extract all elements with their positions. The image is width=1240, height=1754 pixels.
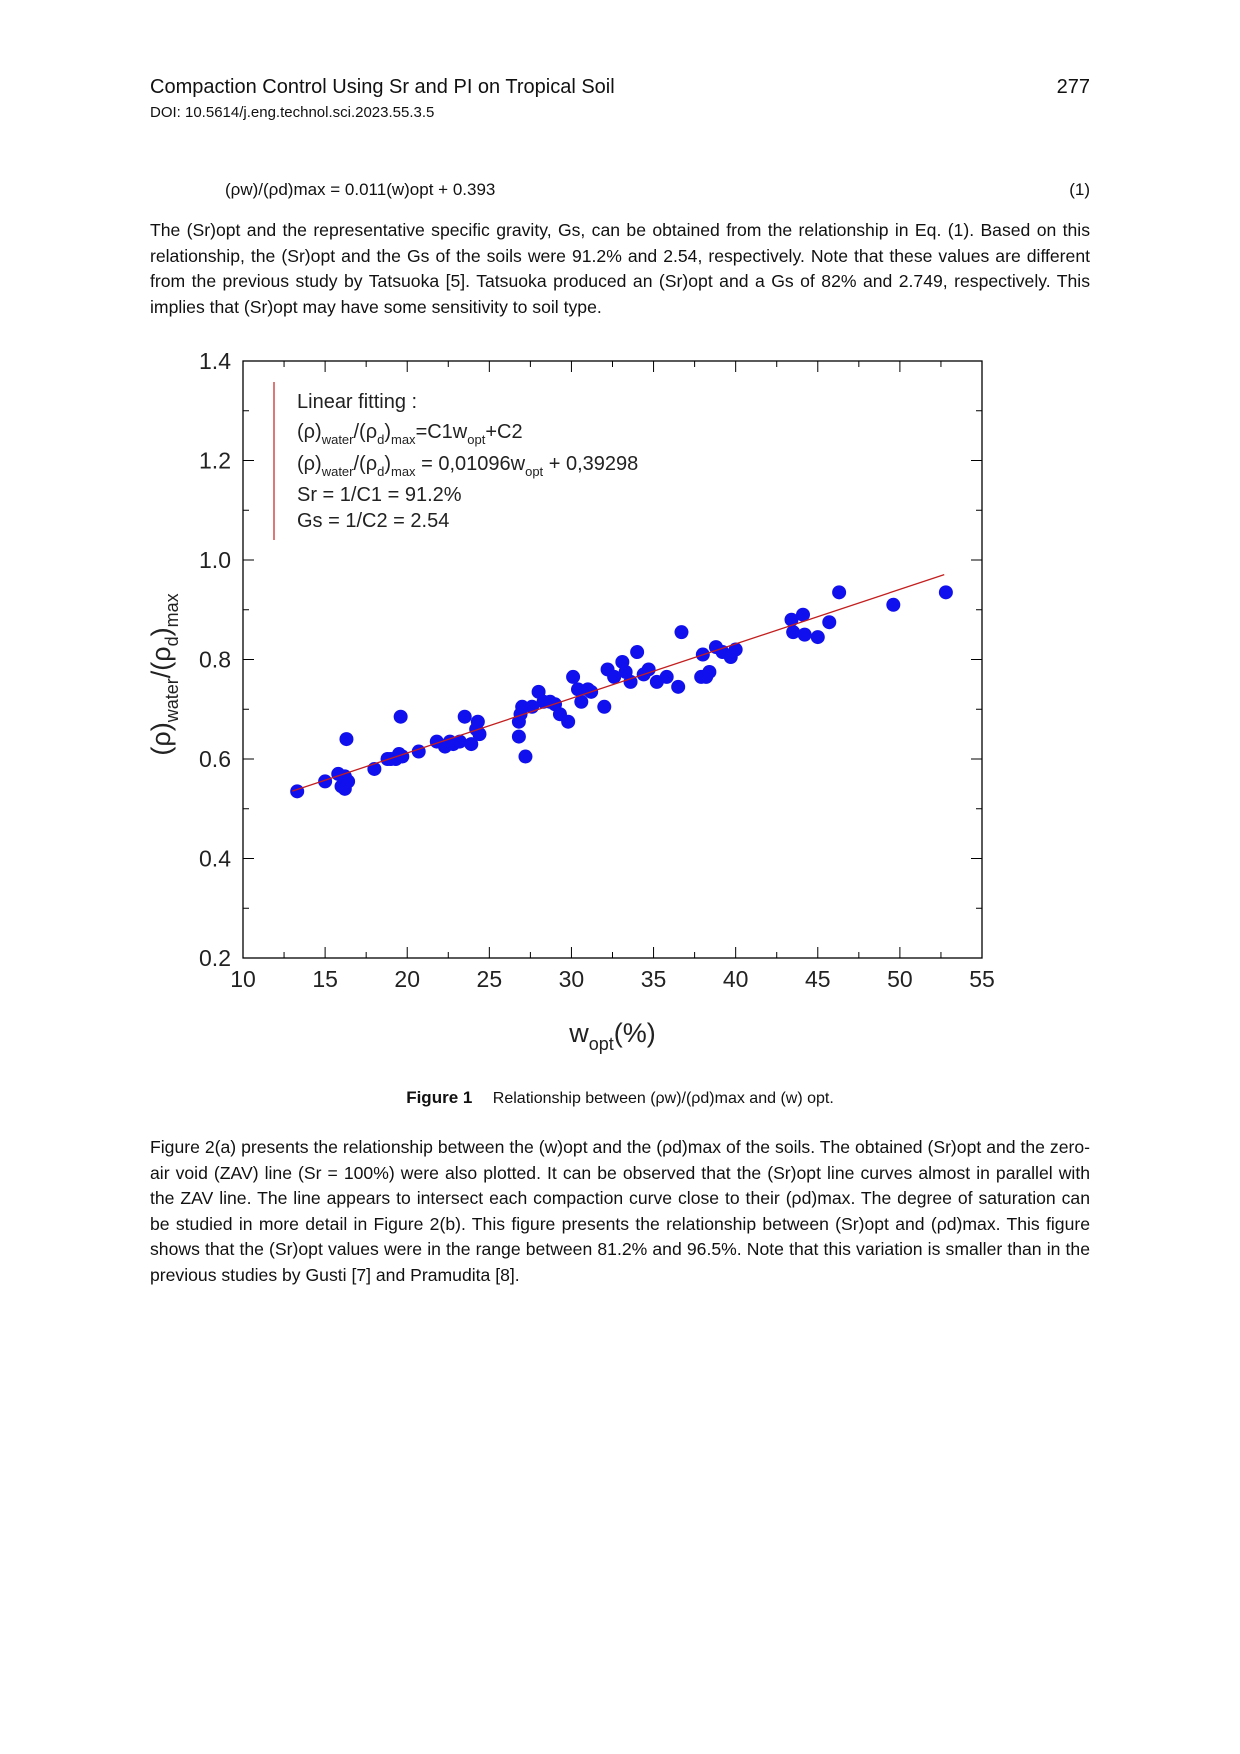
data-point — [411, 744, 426, 759]
y-tick-label: 1.2 — [199, 448, 231, 474]
data-point — [810, 630, 825, 645]
x-tick-label: 25 — [477, 966, 503, 992]
data-point — [290, 784, 305, 799]
data-point — [728, 642, 743, 657]
x-tick-label: 40 — [723, 966, 749, 992]
x-tick-label: 50 — [887, 966, 913, 992]
x-tick-label: 35 — [641, 966, 667, 992]
y-tick-label: 0.2 — [199, 945, 231, 971]
data-point — [674, 625, 689, 640]
x-tick-label: 45 — [805, 966, 831, 992]
data-point — [659, 669, 674, 684]
data-point — [452, 734, 467, 749]
data-point — [832, 585, 847, 600]
annotation-line: Linear fitting : — [297, 391, 417, 413]
figure-1: 10 15 20 25 30 35 40 45 50 55 0.2 0.4 0.6 0.8 1.0 1.2 1.… — [140, 340, 1020, 1060]
y-tick-label: 1.0 — [199, 547, 231, 573]
data-point — [393, 709, 408, 724]
data-point — [561, 714, 576, 729]
data-point — [470, 714, 485, 729]
data-point — [786, 625, 801, 640]
data-point — [464, 737, 479, 752]
data-point — [339, 732, 354, 747]
y-tick-label: 0.8 — [199, 647, 231, 673]
equation-number: (1) — [1069, 180, 1090, 199]
annotation-line: Sr = 1/C1 = 91.2% — [297, 484, 462, 506]
data-point — [630, 645, 645, 660]
data-point — [511, 729, 526, 744]
y-tick-label: 0.4 — [199, 846, 231, 872]
data-point — [515, 699, 530, 714]
data-point — [574, 694, 589, 709]
fit-line — [292, 574, 945, 792]
x-tick-label: 15 — [312, 966, 338, 992]
data-point — [566, 669, 581, 684]
annotation-line: (ρ)water/(ρd)max = 0,01096wopt + 0,39298 — [297, 453, 638, 479]
annotation-line: Gs = 1/C2 = 2.54 — [297, 510, 449, 532]
plot-frame — [242, 360, 983, 959]
data-point — [702, 664, 717, 679]
figure-caption: Figure 1 Relationship between (ρw)/(ρd)m… — [0, 1088, 1240, 1108]
x-axis-title: wopt(%) — [568, 1018, 656, 1054]
data-point — [671, 679, 686, 694]
page-number: 277 — [1056, 76, 1090, 98]
data-point — [641, 662, 656, 677]
data-point — [797, 627, 812, 642]
data-point — [938, 585, 953, 600]
data-point — [822, 615, 837, 630]
data-point — [623, 674, 638, 689]
data-point — [518, 749, 533, 764]
data-point — [318, 774, 333, 789]
data-point — [784, 612, 799, 627]
data-point — [337, 781, 352, 796]
paragraph-2: Figure 2(a) presents the relationship be… — [150, 1137, 1090, 1285]
data-point — [607, 669, 622, 684]
data-point — [571, 682, 586, 697]
data-point — [597, 699, 612, 714]
x-tick-label: 20 — [394, 966, 420, 992]
annotation-line: (ρ)water/(ρd)max=C1wopt+C2 — [297, 421, 523, 447]
running-header-title: Compaction Control Using Sr and PI on Tr… — [150, 76, 615, 98]
scatter-chart: 10 15 20 25 30 35 40 45 50 55 0.2 0.4 0.6 0.8 1.0 1.2 1.… — [146, 348, 995, 1054]
data-point — [457, 709, 472, 724]
figure-caption-label: Figure 1 — [406, 1088, 473, 1107]
data-point — [795, 607, 810, 622]
x-tick-label: 55 — [969, 966, 995, 992]
equation-1: (ρw)/(ρd)max = 0.011(w)opt + 0.393 — [225, 180, 496, 199]
y-tick-label: 1.4 — [199, 348, 231, 374]
paragraph-1: The (Sr)opt and the representative speci… — [150, 220, 1090, 317]
x-tick-label: 30 — [559, 966, 585, 992]
data-point — [886, 597, 901, 612]
y-axis-title: (ρ)water/(ρd)max — [146, 593, 182, 755]
figure-caption-text: Relationship between (ρw)/(ρd)max and (w… — [492, 1090, 834, 1107]
doi: DOI: 10.5614/j.eng.technol.sci.2023.55.3… — [150, 104, 435, 121]
y-tick-label: 0.6 — [199, 746, 231, 772]
x-tick-label: 10 — [230, 966, 256, 992]
